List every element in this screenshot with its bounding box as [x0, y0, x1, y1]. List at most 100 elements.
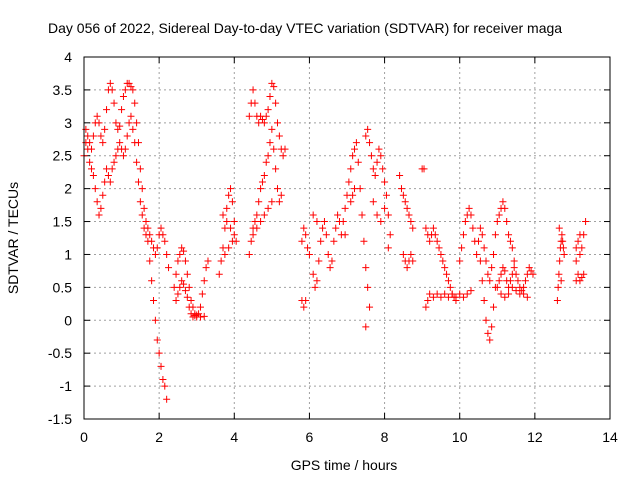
data-point [576, 277, 584, 285]
data-point [176, 283, 184, 291]
data-point [405, 211, 413, 219]
data-point [582, 218, 590, 226]
data-point [576, 250, 584, 258]
data-point [478, 231, 486, 239]
data-point [558, 231, 566, 239]
data-point [426, 237, 434, 245]
data-point [482, 316, 490, 324]
data-point [247, 237, 255, 245]
data-point [223, 204, 231, 212]
data-point [174, 257, 182, 265]
data-point [356, 185, 364, 193]
series-e [172, 277, 208, 321]
data-point [97, 204, 105, 212]
data-point [366, 303, 374, 311]
data-point [131, 99, 139, 107]
data-point [108, 86, 116, 94]
data-point [272, 165, 280, 173]
data-point [136, 198, 144, 206]
series-g [245, 79, 289, 160]
data-point [253, 224, 261, 232]
data-point [381, 204, 389, 212]
data-point [407, 218, 415, 226]
data-point [319, 224, 327, 232]
data-point [260, 119, 268, 127]
data-point [512, 270, 520, 278]
data-point [401, 198, 409, 206]
data-point [200, 277, 208, 285]
y-tick-label: 2.5 [53, 148, 73, 164]
data-point [476, 224, 484, 232]
data-point [422, 224, 430, 232]
data-point [159, 231, 167, 239]
data-point [508, 244, 516, 252]
data-point [133, 119, 141, 127]
data-point [180, 280, 188, 288]
data-point [459, 293, 467, 301]
data-point [576, 231, 584, 239]
x-tick-label: 4 [230, 429, 238, 445]
data-point [572, 257, 580, 265]
data-point [249, 231, 257, 239]
data-point [138, 185, 146, 193]
data-point [82, 125, 90, 133]
data-point [443, 270, 451, 278]
data-point [119, 92, 127, 100]
data-point [144, 224, 152, 232]
data-point [366, 139, 374, 147]
data-point [304, 244, 312, 252]
data-point [305, 250, 313, 258]
y-tick-label: 2 [64, 181, 72, 197]
data-point [127, 83, 135, 91]
data-point [362, 323, 370, 331]
data-point [341, 204, 349, 212]
data-point [382, 191, 390, 199]
data-point [309, 270, 317, 278]
data-point [403, 204, 411, 212]
data-point [520, 290, 528, 298]
data-point [155, 349, 163, 357]
data-point [187, 297, 195, 305]
data-point [106, 178, 114, 186]
data-point [354, 158, 362, 166]
data-point [180, 247, 188, 255]
data-point [523, 293, 531, 301]
data-point [129, 125, 137, 133]
data-point [161, 382, 169, 390]
data-point [525, 264, 533, 272]
data-point [88, 165, 96, 173]
data-point [362, 264, 370, 272]
data-point [204, 257, 212, 265]
data-point [458, 244, 466, 252]
data-point [196, 303, 204, 311]
data-point [142, 218, 150, 226]
data-point [118, 106, 126, 114]
data-point [89, 171, 97, 179]
data-point [484, 270, 492, 278]
data-point [349, 191, 357, 199]
data-point [298, 237, 306, 245]
data-point [251, 99, 259, 107]
data-point [302, 231, 310, 239]
data-point [514, 277, 522, 285]
data-point [444, 277, 452, 285]
series-j [339, 125, 394, 331]
data-point [257, 218, 265, 226]
data-point [341, 231, 349, 239]
series-m [475, 198, 518, 344]
data-point [151, 250, 159, 258]
data-point [279, 152, 287, 160]
data-point [300, 224, 308, 232]
series-n [493, 264, 537, 301]
data-point [157, 362, 165, 370]
data-point [249, 86, 257, 94]
data-point [371, 171, 379, 179]
data-point [165, 264, 173, 272]
data-point [153, 336, 161, 344]
data-point [89, 132, 97, 140]
data-point [399, 191, 407, 199]
data-point [437, 250, 445, 258]
data-point [358, 211, 366, 219]
data-point [578, 244, 586, 252]
data-point [275, 132, 283, 140]
